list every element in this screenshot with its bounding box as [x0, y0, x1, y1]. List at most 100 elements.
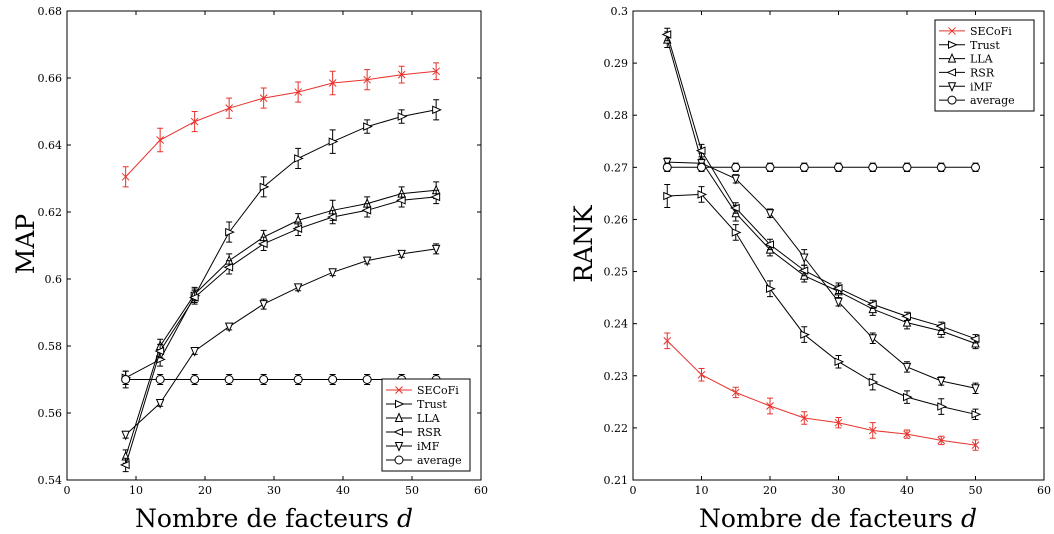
map-chart-point [121, 172, 130, 181]
map-chart-point [190, 375, 200, 384]
rank-chart-point [799, 162, 809, 172]
map-chart-legend-label: average [417, 454, 462, 467]
rank-chart-legend-marker [947, 82, 957, 92]
map-chart-legend-marker [395, 386, 403, 394]
map-chart-xtick-label: 10 [129, 484, 143, 497]
rank-chart-point [731, 162, 741, 172]
rank-chart-ytick-label: 0.3 [611, 5, 629, 18]
map-chart-point [432, 105, 442, 115]
map-chart-xtick-label: 30 [267, 484, 281, 497]
map-chart-point [397, 112, 408, 121]
rank-chart-point [766, 402, 774, 410]
rank-chart-ytick-label: 0.23 [604, 370, 629, 383]
rank-chart-point [868, 377, 879, 387]
rank-chart-legend-label: SECoFi [970, 25, 1012, 38]
map-chart-ytick-label: 0.68 [38, 5, 63, 18]
rank-chart-point [663, 337, 672, 345]
rank-chart-point [867, 300, 877, 309]
map-chart-point [259, 300, 268, 310]
map-chart-point [328, 268, 337, 279]
map-chart-point [361, 206, 372, 215]
rank-chart-series-secofi [663, 332, 980, 451]
map-chart-series-rsr [119, 189, 441, 473]
rank-chart-xlabel-var: d [961, 504, 977, 533]
rank-chart-point [936, 376, 946, 387]
rank-chart-ytick-label: 0.21 [604, 474, 629, 487]
rank-chart-point [834, 297, 843, 308]
map-chart-ytick-label: 0.56 [38, 407, 63, 420]
map-chart-ytick-label: 0.58 [38, 340, 63, 353]
map-chart-legend-marker [394, 412, 404, 422]
rank-chart-point [936, 162, 946, 172]
map-chart-point [293, 283, 303, 294]
map-chart-point [293, 375, 303, 384]
map-chart-legend-label: LLA [417, 412, 441, 425]
rank-chart-point [766, 284, 776, 294]
rank-chart-point [969, 334, 980, 344]
map-chart-series-imf [121, 243, 441, 441]
map-chart-xtick-label: 50 [405, 484, 419, 497]
rank-chart-legend-marker [948, 40, 958, 50]
rank-chart-point [798, 266, 809, 275]
rank-chart-point [935, 322, 946, 331]
rank-chart-xtick-label: 30 [832, 484, 846, 497]
map-chart-ytick-label: 0.66 [38, 72, 63, 85]
map-chart-point [432, 67, 441, 76]
rank-chart-point [662, 162, 672, 172]
rank-chart-point [971, 162, 980, 172]
rank-chart-point [695, 146, 706, 155]
map-chart-point [397, 249, 406, 260]
map-chart-ytick-label: 0.54 [38, 474, 63, 487]
map-chart-point [292, 224, 303, 234]
map-chart-point [224, 322, 234, 333]
map-chart-point [154, 346, 165, 356]
rank-chart-point [901, 312, 911, 321]
rank-chart-point [834, 357, 845, 366]
map-chart-legend-label: RSR [417, 426, 442, 439]
rank-chart-ytick-label: 0.25 [604, 266, 629, 279]
map-chart-xtick-label: 60 [474, 484, 488, 497]
rank-chart-point [799, 253, 809, 264]
map-chart-line-trust [125, 109, 437, 379]
rank-chart-point [663, 191, 673, 201]
rank-chart-ytick-label: 0.24 [604, 318, 629, 331]
rank-chart-line-trust [667, 193, 976, 415]
map-chart-ytick-label: 0.64 [38, 139, 63, 152]
map-chart-legend-marker [395, 399, 405, 409]
map-chart-point [259, 94, 268, 102]
rank-chart-point [971, 384, 980, 395]
map-chart-point [121, 375, 131, 384]
rank-chart-point [800, 414, 809, 422]
map-chart-point [326, 212, 337, 222]
rank-chart-point [937, 402, 947, 411]
map-chart-point [225, 104, 234, 113]
map-chart-legend-marker [394, 455, 404, 465]
rank-chart-point [697, 162, 706, 172]
rank-chart-line-imf [667, 161, 976, 389]
rank-chart-xtick-label: 0 [630, 484, 637, 497]
rank-chart-point [902, 162, 912, 172]
rank-chart-line-rsr [666, 34, 976, 340]
rank-chart-point [730, 203, 740, 213]
rank-chart-line-lla [666, 39, 976, 344]
map-chart-xtick-label: 20 [198, 484, 212, 497]
rank-chart-point [903, 392, 913, 402]
rank-chart-point [731, 174, 741, 185]
rank-chart-legend-label: Trust [970, 39, 1000, 52]
map-chart-point [259, 182, 270, 192]
rank-chart-xtick-label: 20 [763, 484, 777, 497]
map-chart-point [363, 122, 373, 131]
map-chart-xtick-label: 0 [64, 484, 71, 497]
map-chart-legend-label: iMF [417, 440, 440, 453]
rank-chart-point [868, 162, 878, 172]
rank-chart-legend-label: iMF [970, 80, 993, 93]
map-chart-point [328, 375, 338, 384]
map-chart-point [259, 375, 269, 384]
rank-chart-ytick-label: 0.27 [604, 161, 629, 174]
rank-chart-series-imf [662, 157, 980, 395]
rank-chart-ytick-label: 0.28 [604, 109, 629, 122]
map-chart: MAP Nombre de facteurs d [11, 214, 413, 533]
map-chart-line-imf [125, 248, 437, 436]
rank-chart-point [971, 441, 980, 449]
